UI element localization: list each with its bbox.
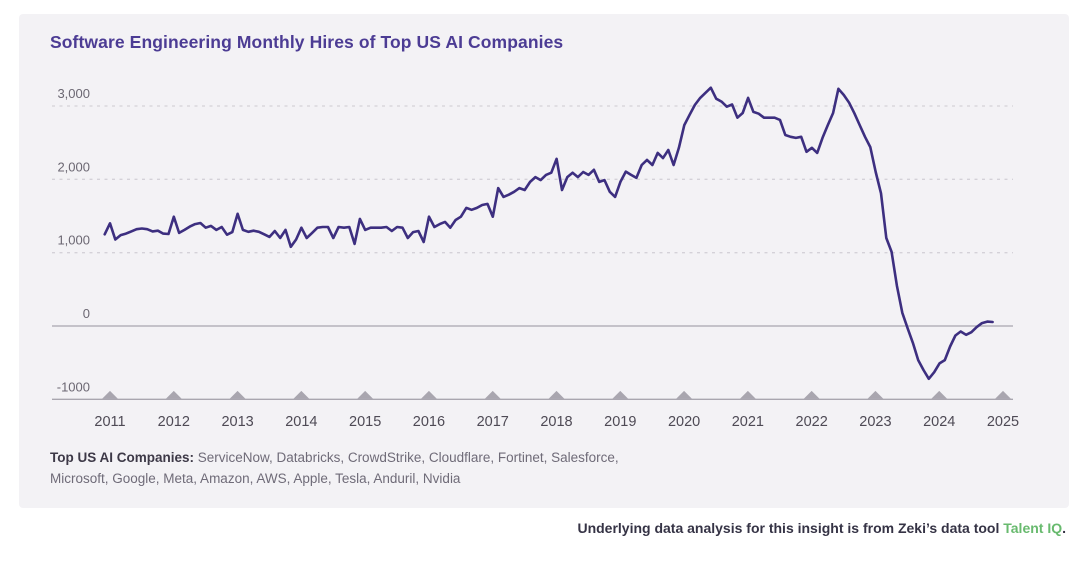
x-tick-label-2013: 2013	[221, 414, 253, 430]
footnote: Top US AI Companies: ServiceNow, Databri…	[50, 448, 635, 490]
y-tick-label-0: 0	[83, 306, 90, 321]
caption-period: .	[1062, 520, 1066, 536]
year-triangle-2022	[803, 390, 820, 399]
year-triangle-2017	[484, 390, 501, 399]
x-tick-label-2024: 2024	[923, 414, 955, 430]
year-triangle-2014	[293, 390, 310, 399]
chart-title: Software Engineering Monthly Hires of To…	[50, 32, 564, 52]
y-tick-label-3000: 3,000	[57, 86, 90, 101]
x-tick-label-2025: 2025	[987, 414, 1019, 430]
x-tick-label-2021: 2021	[732, 414, 764, 430]
year-triangle-2024	[931, 390, 948, 399]
year-triangle-2020	[676, 390, 693, 399]
x-tick-label-2023: 2023	[859, 414, 891, 430]
line-chart-svg: 3,000 2,000 1,000 0 -1000 2011 2012 2013 2014 201…	[52, 86, 1019, 430]
x-tick-label-2022: 2022	[796, 414, 828, 430]
year-triangle-2011	[102, 390, 118, 399]
y-tick-label-2000: 2,000	[57, 159, 90, 174]
x-tick-label-2016: 2016	[413, 414, 445, 430]
x-tick-label-2014: 2014	[285, 414, 317, 430]
year-triangle-2016	[420, 390, 437, 399]
year-triangle-2012	[165, 390, 182, 399]
year-triangle-2025	[995, 390, 1012, 399]
chart-card: Software Engineering Monthly Hires of To…	[19, 14, 1069, 508]
x-tick-label-2017: 2017	[477, 414, 509, 430]
footnote-label: Top US AI Companies:	[50, 450, 195, 465]
talent-iq-link[interactable]: Talent IQ	[1003, 520, 1063, 536]
caption-text: Underlying data analysis for this insigh…	[577, 520, 1004, 536]
x-tick-label-2019: 2019	[604, 414, 636, 430]
year-triangle-2018	[548, 390, 565, 399]
year-triangle-2019	[612, 390, 629, 399]
footnote-companies: ServiceNow, Databricks, CrowdStrike, Clo…	[50, 450, 619, 486]
year-triangle-2023	[867, 390, 884, 399]
x-tick-label-2015: 2015	[349, 414, 381, 430]
y-tick-label-1000: 1,000	[57, 233, 90, 248]
x-tick-label-2018: 2018	[540, 414, 572, 430]
year-triangle-2013	[229, 390, 246, 399]
x-tick-label-2012: 2012	[158, 414, 190, 430]
y-tick-label--1000: -1000	[57, 379, 90, 394]
x-tick-label-2011: 2011	[94, 414, 125, 430]
year-triangle-2015	[357, 390, 374, 399]
year-triangle-2021	[739, 390, 756, 399]
hires-line	[103, 86, 994, 381]
source-caption: Underlying data analysis for this insigh…	[66, 520, 1066, 536]
x-tick-label-2020: 2020	[668, 414, 700, 430]
